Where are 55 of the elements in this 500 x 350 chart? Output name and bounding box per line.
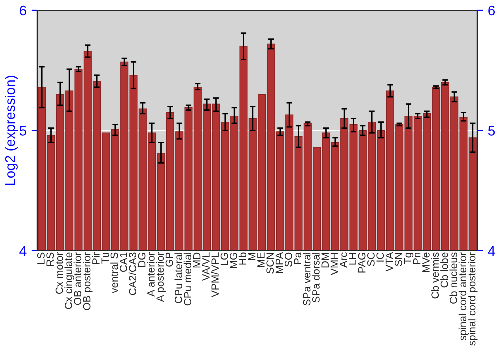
y2-tick-label: 5: [488, 126, 496, 136]
x-tick-label: PAG: [358, 253, 366, 273]
x-tick-label: SC: [368, 252, 375, 266]
x-tick-label: VPM/VPL: [211, 252, 220, 298]
x-tick-label: OB posterior: [83, 252, 93, 310]
y-tick-label: 6: [20, 6, 26, 16]
x-tick-label: DM: [322, 253, 329, 268]
x-tick-label: SO: [285, 252, 292, 267]
x-tick-label: A posterior: [156, 252, 166, 302]
x-tick-label: Cb nucleus: [450, 252, 458, 304]
x-tick-label: LG: [220, 253, 228, 266]
x-tick-label: M: [248, 253, 256, 260]
x-tick-label: CA1: [120, 252, 128, 272]
x-tick-label: DG: [138, 253, 146, 268]
x-tick-label: LS: [38, 252, 45, 264]
x-tick-label: SN: [395, 253, 402, 266]
x-tick-label: CPu lateral: [174, 253, 182, 304]
x-tick-label: Cx cingulate: [64, 252, 74, 310]
x-tick-label: RS: [46, 252, 54, 266]
x-tick-label: MPA: [276, 252, 284, 274]
x-tick-label: MVe: [422, 252, 430, 272]
y-tick-label: 5: [20, 126, 26, 136]
y2-tick-label: 6: [488, 6, 496, 16]
x-tick-label: Arc: [340, 252, 348, 268]
x-tick-label: MD: [193, 252, 201, 268]
x-tick-label: ventral S: [110, 252, 118, 294]
x-tick-label: VA/VL: [202, 252, 210, 282]
x-tick-label: GP: [166, 252, 174, 267]
x-tick-label: Tu: [102, 253, 110, 264]
x-tick-label: Pa: [294, 252, 302, 264]
x-tick-label: ME: [258, 252, 265, 268]
x-tick-label: CPu medial: [184, 253, 192, 306]
x-tick-label: Cb vermis: [431, 252, 440, 299]
x-tick-label: spinal cord posterior: [468, 252, 478, 346]
y2-tick-label: 4: [488, 246, 496, 256]
x-tick-label: spinal cord anterior: [458, 252, 469, 341]
x-tick-label: VMH: [330, 253, 338, 276]
y-axis-title: Log2 (expression): [5, 76, 18, 186]
x-tick-label: VTA: [386, 252, 394, 272]
x-tick-label: LH: [349, 253, 356, 265]
x-tick-label: SPa dorsal: [312, 253, 320, 303]
x-tick-label: Cx motor: [56, 252, 64, 294]
x-tick-label: MG: [230, 253, 238, 268]
x-tick-label: Pir: [92, 252, 100, 264]
x-tick-label: OB anterior: [74, 252, 82, 306]
x-tick-label: IC: [376, 252, 384, 262]
x-tick-label: SCN: [266, 253, 274, 274]
x-tick-label: Cb lobe: [440, 252, 448, 288]
x-tick-label: Tg: [404, 253, 414, 264]
x-tick-label: SPa ventral: [303, 253, 311, 306]
x-tick-label: Pn: [413, 253, 421, 264]
y-tick-label: 4: [20, 246, 27, 256]
x-tick-label: CA2/CA3: [128, 252, 137, 296]
x-tick-label: A anterior: [147, 252, 155, 297]
x-tick-label: Hb: [238, 252, 247, 265]
